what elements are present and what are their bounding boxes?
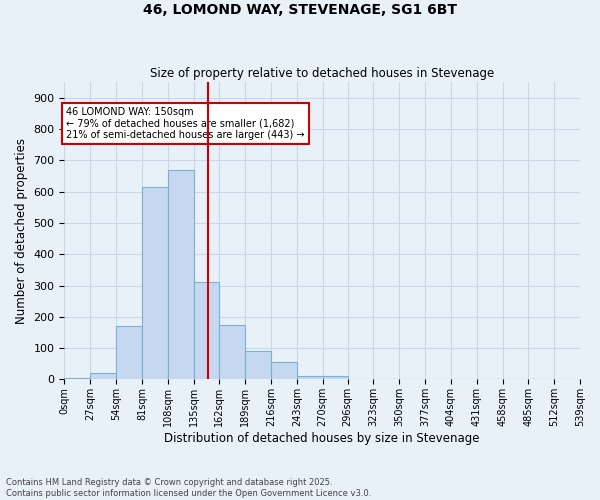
Title: Size of property relative to detached houses in Stevenage: Size of property relative to detached ho… [150,66,494,80]
Bar [323,376,347,380]
X-axis label: Distribution of detached houses by size in Stevenage: Distribution of detached houses by size … [164,432,480,445]
Bar [168,170,194,380]
Bar [220,324,245,380]
Text: 46, LOMOND WAY, STEVENAGE, SG1 6BT: 46, LOMOND WAY, STEVENAGE, SG1 6BT [143,2,457,16]
Bar [194,282,220,380]
Bar [245,352,271,380]
Bar [271,362,297,380]
Bar [90,373,116,380]
Text: Contains HM Land Registry data © Crown copyright and database right 2025.
Contai: Contains HM Land Registry data © Crown c… [6,478,371,498]
Bar [116,326,142,380]
Bar [142,187,168,380]
Bar [297,376,323,380]
Y-axis label: Number of detached properties: Number of detached properties [15,138,28,324]
Text: 46 LOMOND WAY: 150sqm
← 79% of detached houses are smaller (1,682)
21% of semi-d: 46 LOMOND WAY: 150sqm ← 79% of detached … [67,107,305,140]
Bar [64,378,90,380]
